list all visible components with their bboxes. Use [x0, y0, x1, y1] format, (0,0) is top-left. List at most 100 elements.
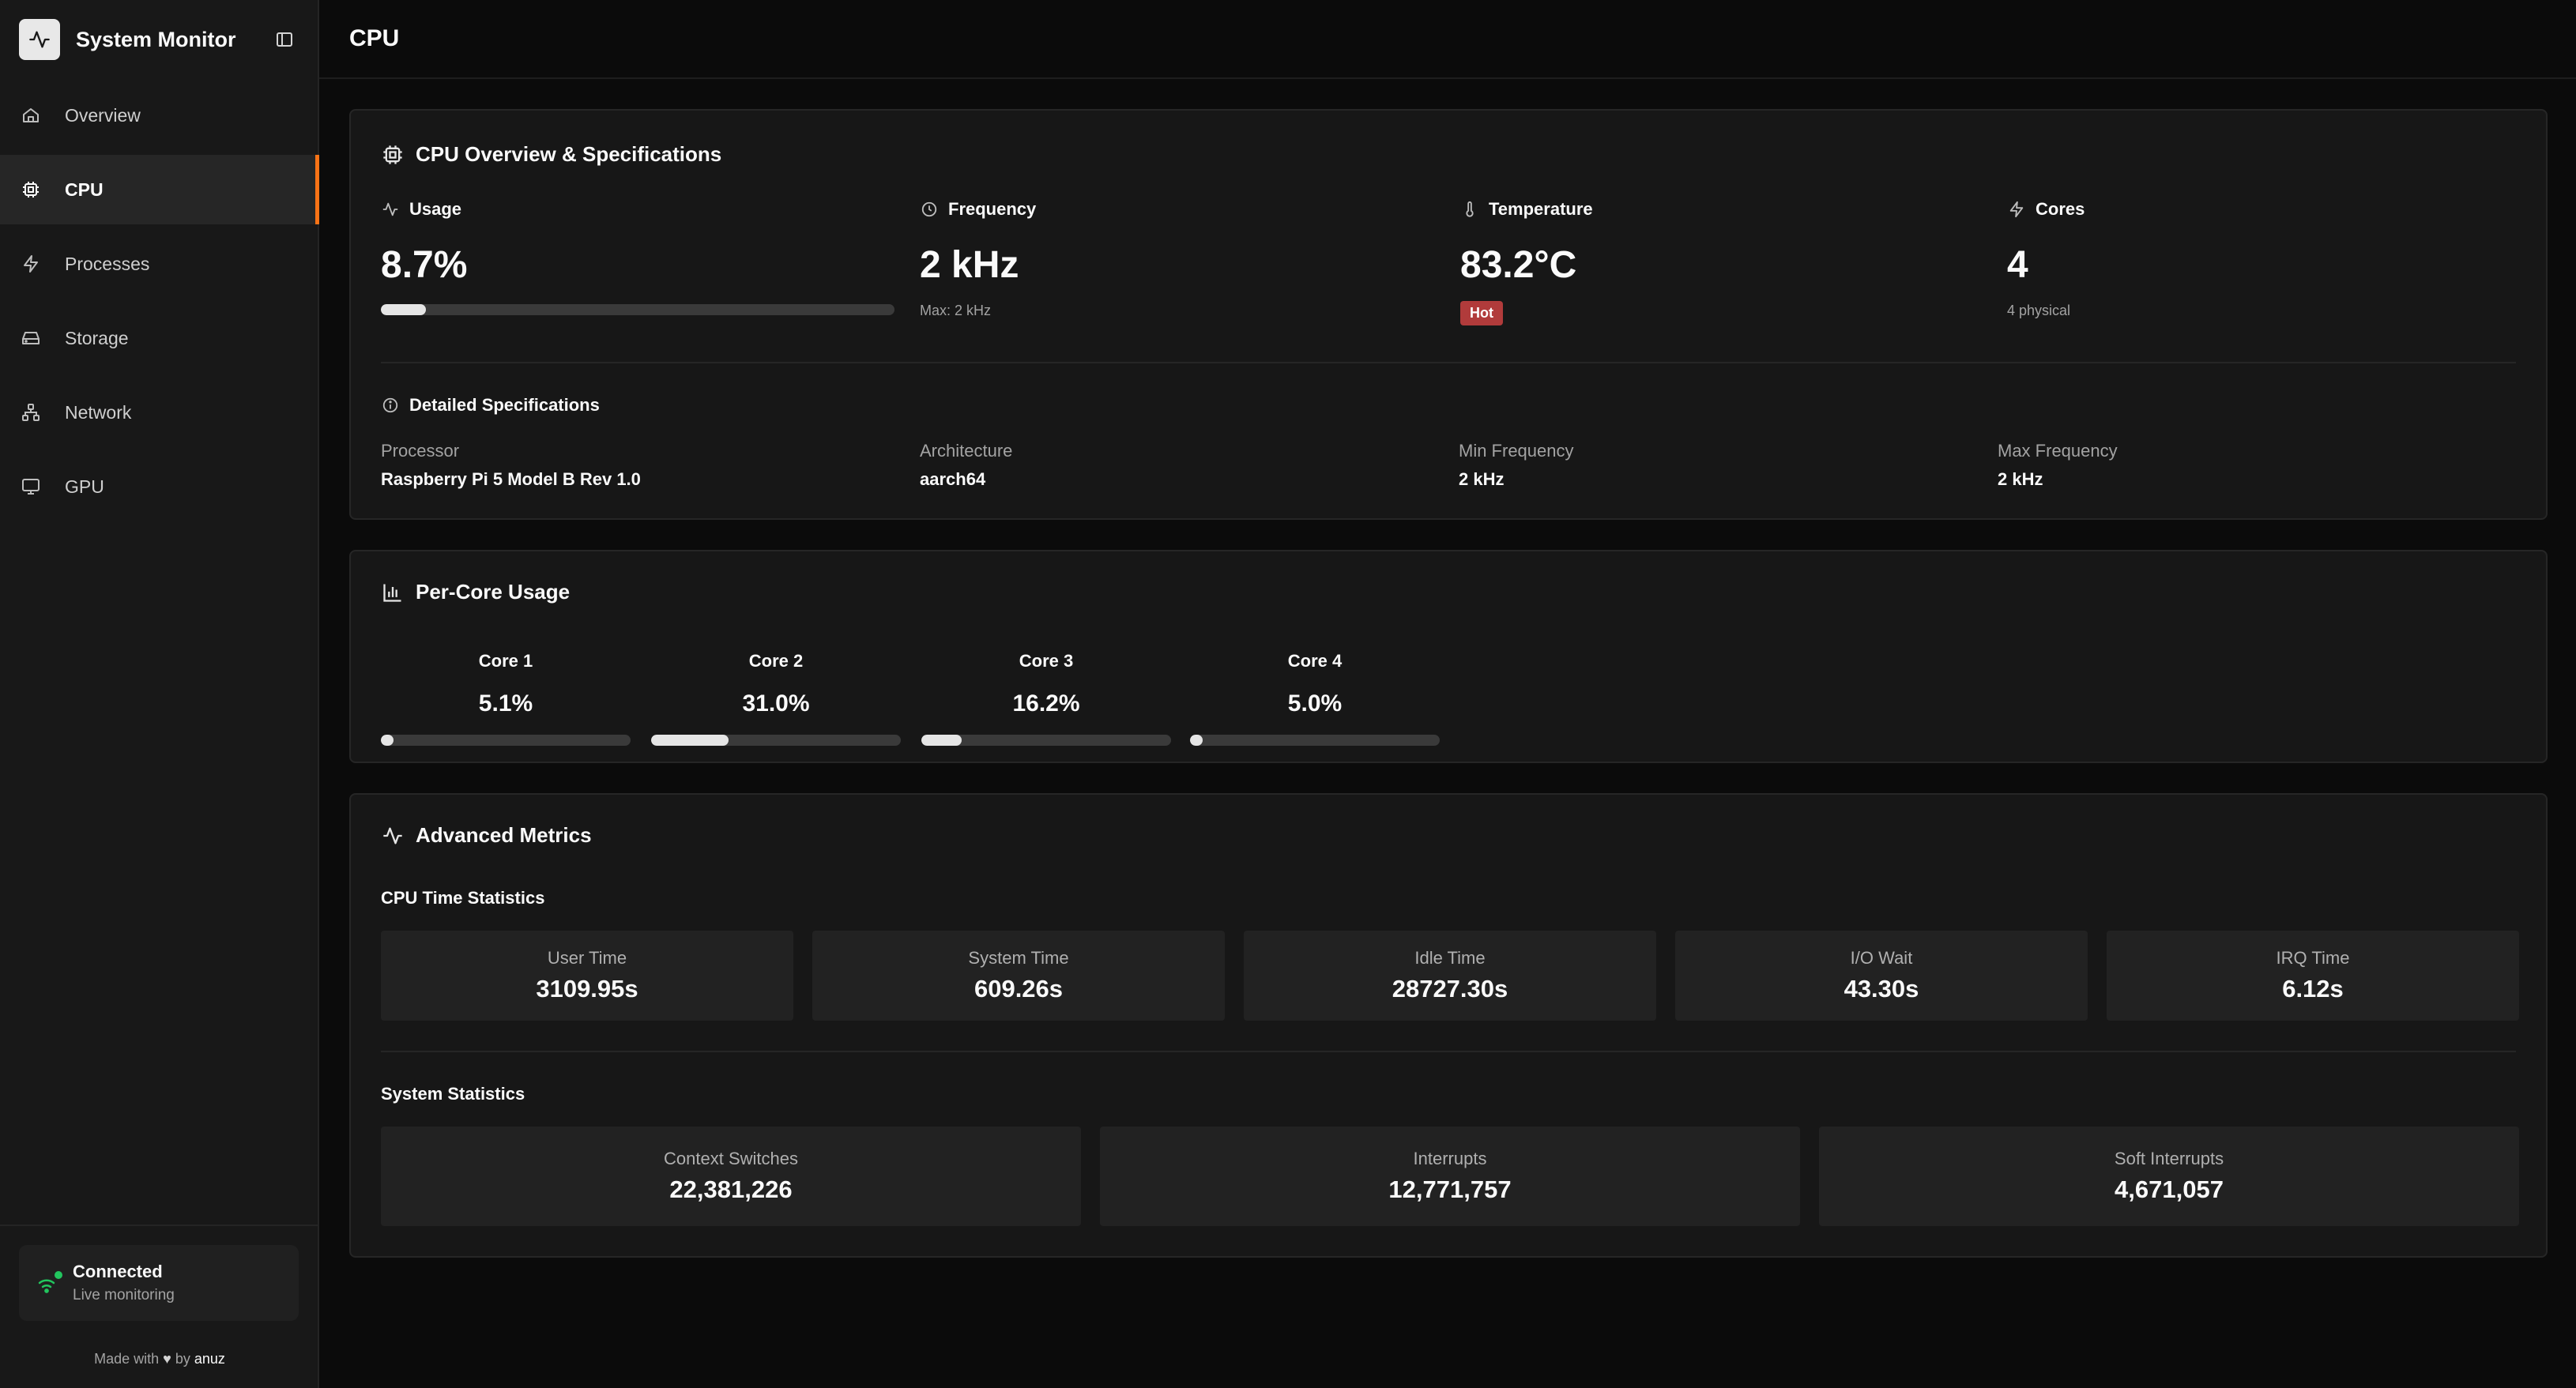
usage-progress-bar [381, 304, 894, 315]
details-heading: Detailed Specifications [381, 395, 600, 416]
spec-value: 2 kHz [1459, 469, 1505, 489]
cores-stat: Cores 4 4 physical [2007, 199, 2521, 319]
credit-prefix: Made with [94, 1351, 160, 1367]
tile-label: Context Switches [664, 1149, 798, 1168]
temperature-stat: Temperature 83.2°C Hot [1460, 199, 1974, 325]
spec-label: Max Frequency [1998, 441, 2118, 461]
core-name: Core 4 [1287, 651, 1343, 671]
sidebar-item-network[interactable]: Network [0, 378, 319, 447]
core-value: 5.0% [1287, 690, 1343, 717]
panel-left-icon [277, 32, 292, 47]
metric-tile-idle-time: Idle Time 28727.30s [1244, 931, 1656, 1021]
sidebar-item-gpu[interactable]: GPU [0, 452, 319, 521]
details-heading-text: Detailed Specifications [409, 395, 600, 415]
thermometer-icon [1460, 200, 1479, 219]
card-title: Advanced Metrics [381, 823, 592, 848]
tile-value: 22,381,226 [669, 1175, 793, 1203]
bar-chart-icon [381, 581, 405, 604]
usage-stat: Usage 8.7% [381, 199, 894, 315]
core-progress-fill [381, 735, 394, 746]
credit-by: by [175, 1351, 190, 1367]
usage-label: Usage [409, 199, 462, 219]
cores-value: 4 [2007, 244, 2028, 286]
frequency-value: 2 kHz [920, 244, 1019, 286]
wifi-icon [33, 1267, 65, 1299]
spec-min-frequency: Min Frequency 2 kHz [1459, 441, 1972, 490]
tile-value: 6.12s [2282, 975, 2344, 1002]
card-title-text: Per-Core Usage [416, 580, 571, 604]
tile-label: I/O Wait [1850, 948, 1913, 968]
home-icon [21, 105, 41, 126]
spec-label: Processor [381, 441, 460, 461]
tile-label: Idle Time [1414, 948, 1486, 968]
card-title-text: Advanced Metrics [416, 823, 592, 847]
core-item: Core 4 5.0% [1190, 651, 1440, 746]
cores-label: Cores [2036, 199, 2085, 219]
tile-value: 609.26s [974, 975, 1064, 1002]
core-progress-fill [1190, 735, 1203, 746]
core-value: 31.0% [742, 690, 810, 717]
sidebar-item-label: Overview [65, 104, 141, 126]
temperature-label: Temperature [1489, 199, 1593, 219]
card-title-text: CPU Overview & Specifications [416, 142, 722, 166]
card-title: CPU Overview & Specifications [381, 142, 721, 167]
spec-label: Min Frequency [1459, 441, 1574, 461]
core-name: Core 1 [478, 651, 533, 671]
spec-value: 2 kHz [1998, 469, 2043, 489]
info-icon [381, 396, 400, 415]
app-title: System Monitor [76, 27, 236, 51]
frequency-max: Max: 2 kHz [920, 303, 992, 318]
monitor-icon [21, 476, 41, 497]
cpu-overview-card: CPU Overview & Specifications Usage 8.7%… [349, 109, 2548, 520]
bolt-icon [2007, 200, 2026, 219]
connection-title: Connected [73, 1262, 163, 1281]
divider [381, 1051, 2516, 1052]
brand[interactable]: System Monitor [19, 17, 300, 62]
cpu-time-heading: CPU Time Statistics [381, 888, 545, 908]
metric-tile-irq-time: IRQ Time 6.12s [2107, 931, 2519, 1021]
sidebar-footer: Connected Live monitoring Made with ♥ by… [0, 1224, 319, 1388]
card-title: Per-Core Usage [381, 580, 570, 604]
core-progress-fill [921, 735, 962, 746]
credit-author-link[interactable]: anuz [194, 1351, 225, 1367]
sidebar-item-storage[interactable]: Storage [0, 303, 319, 373]
core-value: 16.2% [1012, 690, 1080, 717]
sidebar-item-label: CPU [65, 179, 104, 200]
page-header: CPU [319, 0, 2576, 79]
sidebar-toggle-button[interactable] [272, 27, 297, 52]
tile-value: 43.30s [1843, 975, 1919, 1002]
core-progress-bar [921, 735, 1171, 746]
advanced-metrics-card: Advanced Metrics CPU Time Statistics Use… [349, 793, 2548, 1258]
tile-label: Interrupts [1413, 1149, 1487, 1168]
temperature-status-badge: Hot [1460, 301, 1503, 325]
core-name: Core 3 [1019, 651, 1074, 671]
core-value: 5.1% [478, 690, 533, 717]
heart-icon: ♥ [163, 1351, 171, 1367]
cpu-icon [21, 179, 41, 200]
activity-icon [381, 824, 405, 848]
core-progress-bar [381, 735, 631, 746]
core-item: Core 2 31.0% [651, 651, 901, 746]
core-progress-bar [1190, 735, 1440, 746]
tile-label: User Time [547, 948, 627, 968]
sidebar-item-overview[interactable]: Overview [0, 81, 319, 150]
cpu-icon [381, 143, 405, 167]
spec-value: aarch64 [920, 469, 986, 489]
usage-progress-fill [381, 304, 426, 315]
metric-tile-user-time: User Time 3109.95s [381, 931, 793, 1021]
spec-value: Raspberry Pi 5 Model B Rev 1.0 [381, 469, 641, 489]
sidebar-item-cpu[interactable]: CPU [0, 155, 319, 224]
cores-physical: 4 physical [2007, 303, 2071, 318]
core-name: Core 2 [748, 651, 804, 671]
sidebar-item-processes[interactable]: Processes [0, 229, 319, 299]
made-with-credit: Made with ♥ by anuz [0, 1351, 319, 1367]
frequency-stat: Frequency 2 kHz Max: 2 kHz [920, 199, 1433, 319]
tile-value: 28727.30s [1392, 975, 1508, 1002]
clock-icon [920, 200, 939, 219]
usage-value: 8.7% [381, 244, 468, 286]
sidebar-item-label: GPU [65, 476, 104, 497]
tile-value: 3109.95s [536, 975, 638, 1002]
per-core-card: Per-Core Usage Core 1 5.1% Core 2 31.0% … [349, 550, 2548, 763]
core-progress-fill [651, 735, 729, 746]
tile-label: Soft Interrupts [2114, 1149, 2224, 1168]
